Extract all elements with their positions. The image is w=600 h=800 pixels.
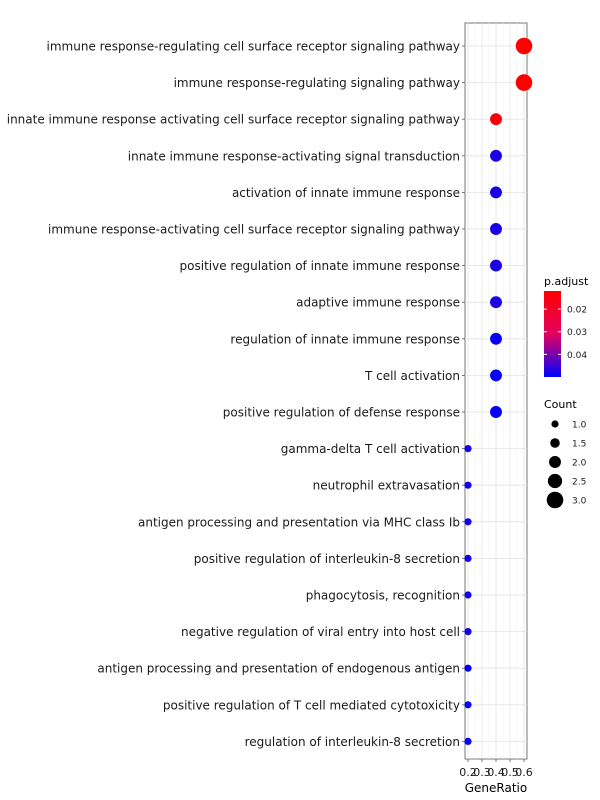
data-point [464, 445, 472, 453]
data-point [490, 259, 502, 272]
data-point [490, 223, 502, 235]
data-point [490, 296, 502, 309]
data-point [490, 113, 502, 126]
data-point [490, 406, 502, 418]
x-axis-title: GeneRatio [465, 781, 527, 795]
term-label: positive regulation of innate immune res… [180, 259, 460, 273]
term-label: gamma-delta T cell activation [281, 442, 460, 456]
term-label: positive regulation of T cell mediated c… [163, 698, 460, 712]
size-legend-dot [550, 438, 560, 448]
term-label: antigen processing and presentation via … [138, 515, 460, 529]
term-label: immune response-regulating signaling pat… [174, 76, 460, 90]
x-axis: 0.20.30.40.50.6 [459, 759, 533, 779]
term-label: immune response-regulating cell surface … [47, 40, 460, 54]
term-label: adaptive immune response [296, 296, 460, 310]
term-label: regulation of innate immune response [230, 332, 460, 346]
data-point [464, 518, 472, 526]
data-point [464, 701, 472, 709]
color-legend-tick-label: 0.03 [567, 328, 587, 338]
data-point [490, 369, 502, 382]
x-tick-label: 0.6 [515, 766, 533, 779]
data-point [464, 481, 472, 489]
data-point [515, 37, 533, 55]
term-label: activation of innate immune response [232, 186, 460, 200]
term-label: negative regulation of viral entry into … [181, 625, 460, 639]
size-legend-label: 1.0 [572, 421, 587, 431]
data-point [464, 554, 472, 563]
term-label: phagocytosis, recognition [306, 589, 460, 603]
term-label: innate immune response activating cell s… [7, 113, 460, 127]
data-point [464, 737, 472, 746]
size-legend: Count 1.0 1.5 2.0 2.5 3.0 [544, 398, 587, 509]
data-point [490, 186, 502, 199]
data-points [464, 37, 533, 746]
term-label: neutrophil extravasation [313, 479, 460, 493]
color-legend-tick-label: 0.02 [567, 306, 587, 316]
size-legend-entries: 1.0 1.5 2.0 2.5 3.0 [546, 420, 587, 509]
x-tick-label: 0.5 [501, 766, 519, 779]
term-label: antigen processing and presentation of e… [97, 662, 460, 676]
data-point [464, 591, 472, 599]
color-legend-title: p.adjust [544, 275, 589, 288]
size-legend-label: 3.0 [572, 497, 587, 507]
x-tick-label: 0.3 [473, 766, 491, 779]
term-label: innate immune response-activating signal… [128, 149, 460, 163]
color-legend-ticks: 0.02 0.03 0.04 [544, 306, 587, 361]
data-point [515, 74, 533, 91]
term-labels: immune response-regulating cell surface … [7, 40, 465, 749]
term-label: positive regulation of defense response [223, 406, 460, 420]
x-tick-label: 0.4 [487, 766, 505, 779]
size-legend-dot [546, 491, 564, 509]
color-legend-tick-label: 0.04 [567, 351, 587, 361]
size-legend-label: 1.5 [572, 440, 586, 450]
size-legend-title: Count [544, 398, 577, 411]
size-legend-label: 2.0 [572, 459, 587, 469]
term-label: T cell activation [364, 369, 460, 383]
term-label: immune response-activating cell surface … [48, 223, 460, 237]
term-label: positive regulation of interleukin-8 sec… [194, 552, 460, 566]
data-point [490, 332, 502, 345]
size-legend-dot [549, 456, 561, 468]
data-point [464, 628, 472, 636]
size-legend-label: 2.5 [572, 478, 586, 488]
term-label: regulation of interleukin-8 secretion [245, 735, 460, 749]
color-legend-bar [544, 291, 561, 377]
size-legend-dot [551, 420, 559, 428]
size-legend-dot [547, 473, 563, 489]
data-point [490, 149, 502, 162]
x-tick-label: 0.2 [459, 766, 477, 779]
data-point [464, 664, 472, 672]
color-legend: p.adjust 0.02 0.03 0.04 [544, 275, 589, 377]
